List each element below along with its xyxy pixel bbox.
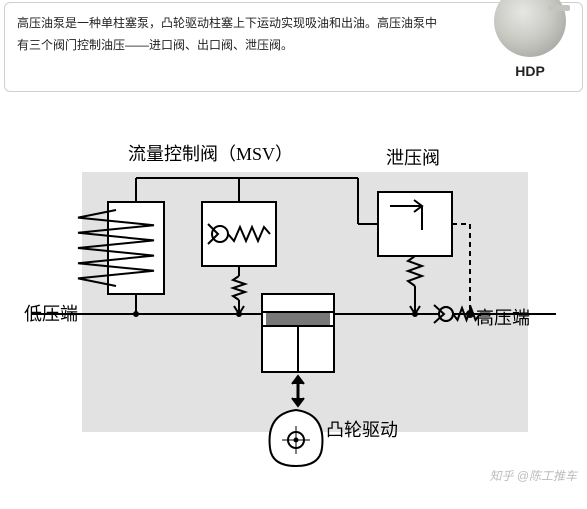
label-relief: 泄压阀 xyxy=(386,144,440,170)
label-low-pressure: 低压端 xyxy=(24,300,78,326)
label-cam-drive: 凸轮驱动 xyxy=(326,416,398,442)
label-high-pressure: 高压端 xyxy=(476,304,530,330)
header-description: 高压油泵是一种单柱塞泵，凸轮驱动柱塞上下运动实现吸油和出油。高压油泵中有三个阀门… xyxy=(17,13,448,56)
pump-icon xyxy=(494,0,566,57)
hydraulic-diagram: 流量控制阀（MSV） 泄压阀 低压端 高压端 凸轮驱动 知乎 @陈工推车 xyxy=(0,92,587,492)
diagram-svg xyxy=(0,92,587,492)
header-card: 高压油泵是一种单柱塞泵，凸轮驱动柱塞上下运动实现吸油和出油。高压油泵中有三个阀门… xyxy=(4,2,583,92)
product-label: HDP xyxy=(490,63,570,79)
product-badge: HDP xyxy=(490,0,570,79)
label-msv: 流量控制阀（MSV） xyxy=(128,140,293,166)
watermark: 知乎 @陈工推车 xyxy=(489,467,577,484)
